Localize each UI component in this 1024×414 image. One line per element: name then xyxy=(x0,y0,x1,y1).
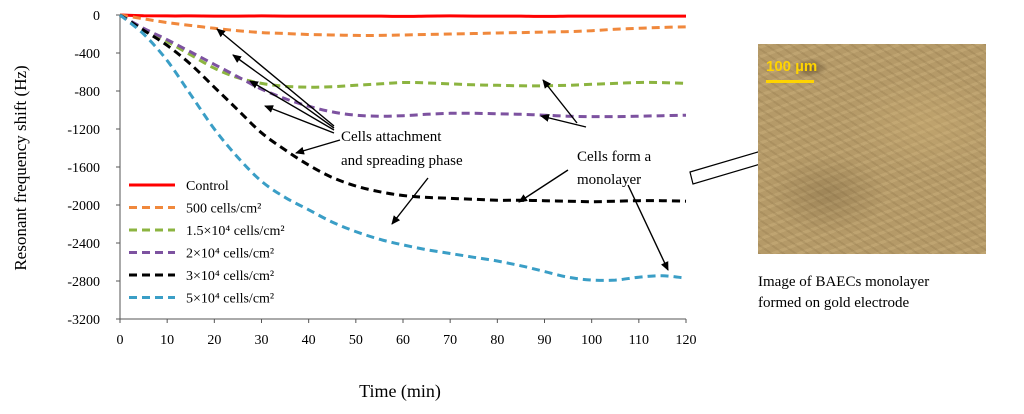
y-tick-label: -1600 xyxy=(67,161,100,176)
y-tick-label: -800 xyxy=(74,85,100,100)
series-line-1 xyxy=(119,13,687,37)
x-tick-label: 30 xyxy=(255,333,269,348)
annotation-arrow-2 xyxy=(249,80,335,131)
annotation-attachment-phase: Cells attachment and spreading phase xyxy=(341,129,463,169)
series-line-4 xyxy=(119,13,687,204)
y-axis-label: Resonant frequency shift (Hz) xyxy=(11,65,30,270)
scale-bar xyxy=(766,80,814,83)
series-line-0 xyxy=(119,13,686,18)
legend-label-4: 3×10⁴ cells/cm² xyxy=(186,269,274,284)
x-tick-label: 100 xyxy=(581,333,602,348)
legend-label-0: Control xyxy=(186,179,229,194)
scale-bar-label: 100 µm xyxy=(766,58,818,75)
series-lines xyxy=(119,13,687,282)
x-tick-label: 60 xyxy=(396,333,410,348)
annotation-arrow-1 xyxy=(232,54,335,129)
annotation-arrow-0 xyxy=(216,28,335,127)
y-tick-label: -2400 xyxy=(67,237,100,252)
x-tick-label: 50 xyxy=(349,333,363,348)
x-tick-label: 0 xyxy=(117,333,124,348)
y-tick-label: -3200 xyxy=(67,313,100,328)
series-line-5 xyxy=(119,13,687,282)
y-tick-label: -2000 xyxy=(67,199,100,214)
x-tick-label: 80 xyxy=(490,333,504,348)
y-tick-label: -1200 xyxy=(67,123,100,138)
x-tick-label: 110 xyxy=(629,333,649,348)
y-tick-label: -2800 xyxy=(67,275,100,290)
annotation-arrow-7 xyxy=(540,114,587,128)
series-line-2 xyxy=(119,13,687,89)
annotation-arrow-3 xyxy=(264,105,335,134)
x-tick-label: 120 xyxy=(676,333,697,348)
annotation-monolayer: Cells form a monolayer xyxy=(577,149,651,188)
micrograph-image: 100 µm xyxy=(758,44,986,254)
annotations: Cells attachment and spreading phase Cells… xyxy=(216,28,820,271)
x-tick-label: 10 xyxy=(160,333,174,348)
legend-label-3: 2×10⁴ cells/cm² xyxy=(186,247,274,262)
x-tick-label: 40 xyxy=(302,333,316,348)
legend-label-2: 1.5×10⁴ cells/cm² xyxy=(186,224,285,239)
image-caption: Image of BAECs monolayer formed on gold … xyxy=(758,272,1008,314)
x-tick-label: 70 xyxy=(443,333,457,348)
legend: Control 500 cells/cm² 1.5×10⁴ cells/cm² 2×1… xyxy=(129,179,285,307)
x-tick-label: 20 xyxy=(207,333,221,348)
legend-label-5: 5×10⁴ cells/cm² xyxy=(186,292,274,307)
annotation-arrow-6 xyxy=(542,79,578,124)
annotation-arrow-8 xyxy=(518,169,569,203)
annotation-arrow-5 xyxy=(391,177,429,225)
x-axis-label: Time (min) xyxy=(359,381,441,402)
annotation-arrow-4 xyxy=(295,139,341,155)
y-tick-label: -400 xyxy=(74,47,100,62)
caption-line-1: Image of BAECs monolayer xyxy=(758,274,930,290)
legend-label-1: 500 cells/cm² xyxy=(186,202,261,217)
x-tick-label: 90 xyxy=(538,333,552,348)
caption-line-2: formed on gold electrode xyxy=(758,295,910,311)
y-tick-label: 0 xyxy=(93,9,100,24)
series-line-3 xyxy=(119,13,687,119)
annotation-arrow-9 xyxy=(627,184,669,271)
axes: 0 -400 -800 -1200 -1600 -2000 -2400 -2800 -3200 0… xyxy=(67,9,696,348)
